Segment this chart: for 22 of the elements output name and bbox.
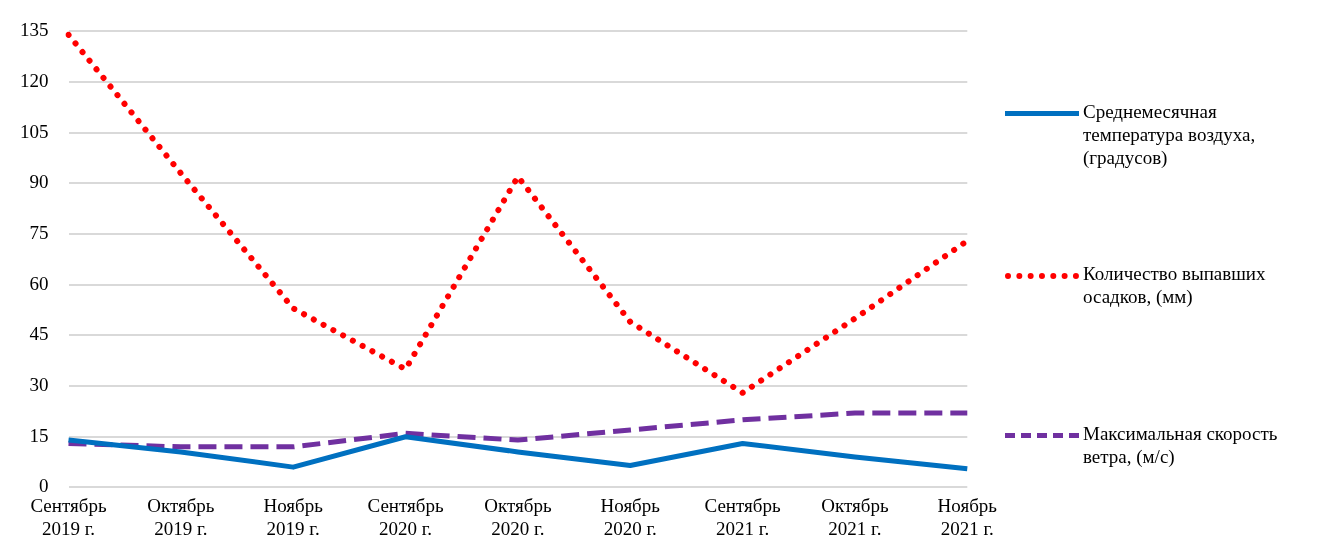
y-tick-label: 90 xyxy=(29,171,49,193)
y-tick-label: 60 xyxy=(29,272,49,294)
legend-label: Количество выпавших осадков, (мм) xyxy=(1083,262,1267,308)
y-tick-label: 105 xyxy=(20,120,49,142)
x-tick-label: Октябрь 2020 г. xyxy=(484,494,552,539)
y-tick-label: 15 xyxy=(29,424,49,446)
legend-label: Среднемесячная температура воздуха, (градусов) xyxy=(1083,100,1257,169)
x-tick-label: Сентябрь 2020 г. xyxy=(367,494,444,539)
x-tick-label: Ноябрь 2019 г. xyxy=(263,494,324,539)
legend-label: Максимальная скорость ветра, (м/с) xyxy=(1083,422,1279,468)
x-tick-label: Ноябрь 2021 г. xyxy=(937,494,998,539)
x-tick-label: Сентябрь 2019 г. xyxy=(30,494,107,539)
x-tick-label: Октябрь 2021 г. xyxy=(821,494,889,539)
y-tick-label: 45 xyxy=(29,323,49,345)
y-tick-label: 0 xyxy=(39,475,49,497)
x-tick-label: Октябрь 2019 г. xyxy=(147,494,215,539)
y-tick-label: 75 xyxy=(29,222,49,244)
x-tick-label: Сентябрь 2021 г. xyxy=(704,494,781,539)
y-tick-label: 135 xyxy=(20,19,49,41)
y-tick-label: 30 xyxy=(29,374,49,396)
x-tick-label: Ноябрь 2020 г. xyxy=(600,494,661,539)
y-tick-label: 120 xyxy=(20,70,49,92)
